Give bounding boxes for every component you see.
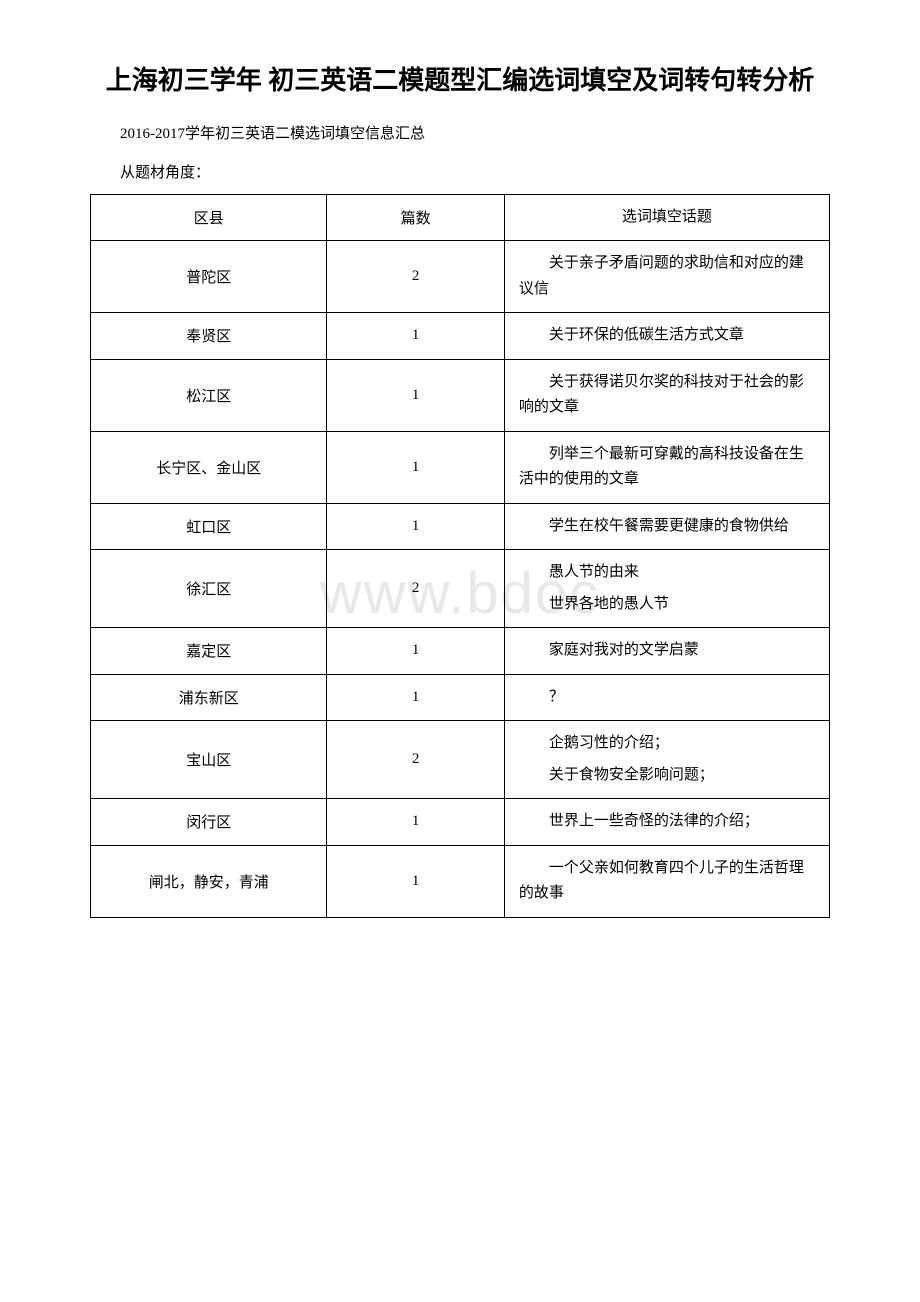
table-row: 虹口区1 学生在校午餐需要更健康的食物供给 <box>91 503 830 550</box>
cell-district: 闵行区 <box>91 799 327 846</box>
cell-count: 1 <box>327 799 504 846</box>
cell-count: 1 <box>327 431 504 503</box>
table-row: 嘉定区1 家庭对我对的文学启蒙 <box>91 628 830 675</box>
cell-topic: 学生在校午餐需要更健康的食物供给 <box>504 503 829 550</box>
table-header-row: 区县 篇数 选词填空话题 <box>91 194 830 241</box>
cell-district: 宝山区 <box>91 721 327 799</box>
topic-line: 关于亲子矛盾问题的求助信和对应的建议信 <box>519 251 815 302</box>
table-row: 徐汇区2愚人节的由来世界各地的愚人节 <box>91 550 830 628</box>
cell-district: 长宁区、金山区 <box>91 431 327 503</box>
topic-line: 列举三个最新可穿戴的高科技设备在生活中的使用的文章 <box>519 442 815 493</box>
cell-district: 松江区 <box>91 359 327 431</box>
topic-line: 世界上一些奇怪的法律的介绍； <box>519 809 815 835</box>
document-title: 上海初三学年 初三英语二模题型汇编选词填空及词转句转分析 <box>90 60 830 102</box>
cell-topic: 企鹅习性的介绍； 关于食物安全影响问题； <box>504 721 829 799</box>
cell-topic: 关于获得诺贝尔奖的科技对于社会的影响的文章 <box>504 359 829 431</box>
table-row: 闸北，静安，青浦1 一个父亲如何教育四个儿子的生活哲理的故事 <box>91 845 830 917</box>
cell-district: 普陀区 <box>91 241 327 313</box>
table-row: 松江区1 关于获得诺贝尔奖的科技对于社会的影响的文章 <box>91 359 830 431</box>
table-row: 浦东新区1 ？ <box>91 674 830 721</box>
topic-line: 关于环保的低碳生活方式文章 <box>519 323 815 349</box>
document-subtitle: 2016-2017学年初三英语二模选词填空信息汇总 <box>90 122 830 143</box>
topic-line: ？ <box>519 685 815 711</box>
cell-topic: 愚人节的由来世界各地的愚人节 <box>504 550 829 628</box>
topic-line: 愚人节的由来 <box>519 560 815 586</box>
table-row: 普陀区2 关于亲子矛盾问题的求助信和对应的建议信 <box>91 241 830 313</box>
cell-district: 浦东新区 <box>91 674 327 721</box>
cell-count: 1 <box>327 845 504 917</box>
topic-line: 世界各地的愚人节 <box>519 592 815 618</box>
header-district: 区县 <box>91 194 327 241</box>
cell-district: 奉贤区 <box>91 313 327 360</box>
cell-district: 徐汇区 <box>91 550 327 628</box>
cell-district: 闸北，静安，青浦 <box>91 845 327 917</box>
cell-topic: 家庭对我对的文学启蒙 <box>504 628 829 675</box>
cell-count: 2 <box>327 241 504 313</box>
cell-topic: 列举三个最新可穿戴的高科技设备在生活中的使用的文章 <box>504 431 829 503</box>
topic-line: 一个父亲如何教育四个儿子的生活哲理的故事 <box>519 856 815 907</box>
cell-topic: 世界上一些奇怪的法律的介绍； <box>504 799 829 846</box>
topic-line: 学生在校午餐需要更健康的食物供给 <box>519 514 815 540</box>
cell-count: 1 <box>327 313 504 360</box>
section-label: 从题材角度： <box>90 161 830 182</box>
cell-count: 2 <box>327 550 504 628</box>
cell-district: 虹口区 <box>91 503 327 550</box>
cell-count: 2 <box>327 721 504 799</box>
topic-line: 家庭对我对的文学启蒙 <box>519 638 815 664</box>
table-row: 长宁区、金山区1 列举三个最新可穿戴的高科技设备在生活中的使用的文章 <box>91 431 830 503</box>
table-row: 宝山区2 企鹅习性的介绍； 关于食物安全影响问题； <box>91 721 830 799</box>
topic-line: 企鹅习性的介绍； <box>519 731 815 757</box>
cell-topic: 关于环保的低碳生活方式文章 <box>504 313 829 360</box>
cell-count: 1 <box>327 359 504 431</box>
topic-line: 关于获得诺贝尔奖的科技对于社会的影响的文章 <box>519 370 815 421</box>
cell-count: 1 <box>327 628 504 675</box>
table-row: 奉贤区1 关于环保的低碳生活方式文章 <box>91 313 830 360</box>
topic-line: 关于食物安全影响问题； <box>519 763 815 789</box>
cell-topic: 关于亲子矛盾问题的求助信和对应的建议信 <box>504 241 829 313</box>
header-topic: 选词填空话题 <box>504 194 829 241</box>
cell-topic: 一个父亲如何教育四个儿子的生活哲理的故事 <box>504 845 829 917</box>
cell-count: 1 <box>327 674 504 721</box>
header-count: 篇数 <box>327 194 504 241</box>
topic-table: 区县 篇数 选词填空话题 普陀区2关于亲子矛盾问题的求助信和对应的建议信奉贤区1… <box>90 194 830 918</box>
cell-district: 嘉定区 <box>91 628 327 675</box>
cell-topic: ？ <box>504 674 829 721</box>
table-row: 闵行区1 世界上一些奇怪的法律的介绍； <box>91 799 830 846</box>
cell-count: 1 <box>327 503 504 550</box>
